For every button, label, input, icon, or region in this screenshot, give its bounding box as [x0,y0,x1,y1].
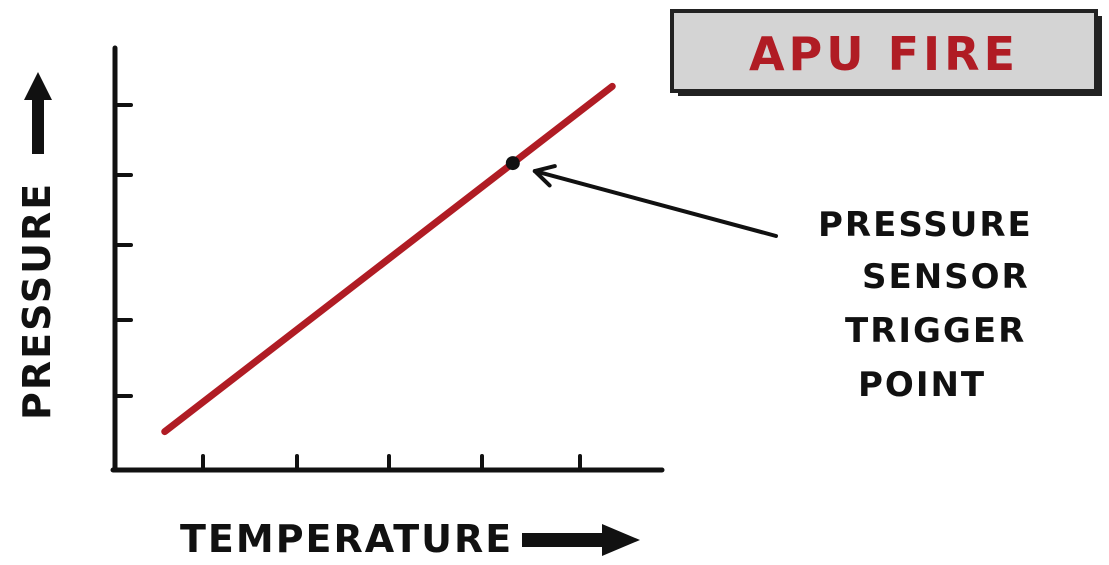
trigger-point-marker [505,156,520,171]
x-axis-ticks [201,454,582,472]
x-axis-arrow-head [602,524,640,556]
annotation-line-1: PRESSURE [818,205,1033,245]
title-box: APU FIRE [670,9,1102,96]
trigger-annotation: PRESSURE SENSOR TRIGGER POINT [505,156,1033,405]
x-axis-label: TEMPERATURE [180,517,513,561]
title-box-background [670,9,1098,93]
y-axis-arrow [24,72,52,154]
title-box-label: APU FIRE [749,27,1019,81]
y-axis-label: PRESSURE [15,182,59,420]
series-line-1 [161,82,616,436]
y-axis-label-group: PRESSURE [15,72,59,420]
annotation-arrow-head [532,164,557,188]
x-axis-arrow [522,524,640,556]
y-axis-arrow-head [24,72,52,100]
series-layer [161,82,616,436]
annotation-arrow-shaft [532,169,778,238]
annotation-line-2: SENSOR [862,257,1030,297]
annotation-line-4: POINT [858,365,986,405]
y-axis-ticks [113,103,133,398]
axes [110,45,665,473]
annotation-line-3: TRIGGER [845,311,1026,351]
x-axis-label-group: TEMPERATURE [180,517,640,561]
y-axis-arrow-shaft [32,98,44,154]
x-axis-arrow-shaft [522,533,604,547]
